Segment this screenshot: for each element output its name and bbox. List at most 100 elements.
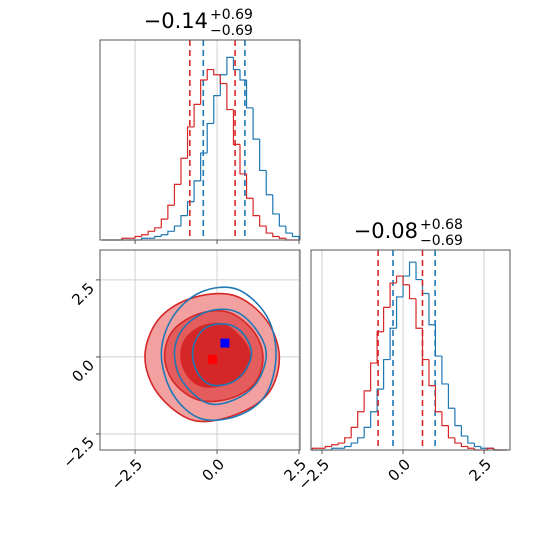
histogram-step (186, 126, 195, 159)
histogram-step (441, 356, 449, 385)
histogram-step (206, 68, 214, 80)
histogram-step (357, 411, 365, 428)
histogram-step (154, 235, 162, 239)
y-tick-label: −2.5 (60, 433, 98, 471)
histogram-step (193, 103, 201, 127)
histogram-step (441, 411, 449, 427)
histogram-step (389, 327, 397, 360)
histogram-step (402, 276, 410, 286)
histogram-step (232, 109, 240, 145)
panel: −2.5 0.0 2.5−0.08 +0.68−0.69 (295, 217, 511, 494)
histogram-step (200, 152, 208, 181)
histogram-step (186, 201, 195, 216)
histogram-step (370, 411, 378, 428)
panel-background (311, 250, 510, 450)
histogram-step (415, 298, 423, 329)
histogram-step (344, 445, 352, 449)
panel-background (100, 40, 300, 240)
histogram-step (160, 234, 168, 237)
histogram-step (389, 282, 397, 308)
y-tick-label: 2.5 (68, 279, 98, 309)
histogram-step (428, 293, 436, 326)
histogram-step (206, 122, 214, 154)
histogram-step (245, 80, 254, 109)
histogram-step (382, 306, 391, 332)
contour (173, 308, 268, 406)
panel-title-sup: +0.69 (210, 7, 253, 23)
histogram-step (219, 74, 227, 85)
histogram-step (376, 388, 384, 412)
histogram-step (454, 437, 462, 444)
panel-title-sub: −0.69 (420, 233, 463, 249)
histogram-step (460, 425, 468, 437)
histogram-step (259, 215, 267, 227)
panel: −0.14 +0.69−0.69 (99, 7, 301, 244)
histogram-step (193, 180, 201, 202)
histogram-step (219, 74, 227, 96)
histogram-step (272, 194, 280, 215)
histogram-step (252, 198, 260, 217)
histogram-step (376, 331, 384, 364)
histogram-step (311, 447, 319, 450)
histogram-step (408, 261, 417, 277)
histogram-step (180, 157, 188, 185)
histogram-step (395, 296, 404, 329)
histogram-step (239, 144, 247, 175)
histogram-step (421, 328, 429, 361)
histogram-step (467, 446, 475, 449)
y-tick-label: 0.0 (68, 356, 98, 386)
histogram-step (324, 445, 332, 449)
histogram-step (331, 447, 339, 450)
histogram-step (486, 447, 494, 450)
contours (144, 286, 281, 423)
histogram-step (357, 437, 365, 444)
histogram-step (226, 83, 234, 111)
x-tick-label: 0.0 (198, 455, 228, 485)
histogram-step (173, 225, 181, 232)
histogram-step (141, 237, 149, 240)
histogram-step (252, 107, 260, 140)
histogram-step (141, 234, 149, 237)
panel-title: −0.14 (144, 9, 208, 33)
histogram-step (278, 236, 286, 239)
histogram-step (473, 443, 481, 448)
marker (220, 338, 230, 348)
histogram-step (134, 235, 142, 239)
marker (207, 354, 217, 364)
panel-frame (99, 39, 301, 241)
panel: −2.5 0.0 2.5−2.50.02.5 (60, 249, 310, 494)
contour (160, 286, 277, 422)
histogram-step (154, 227, 162, 232)
histogram-step (160, 218, 168, 228)
histogram-step (167, 230, 175, 235)
histogram-step (213, 69, 221, 76)
histogram-step (245, 173, 254, 199)
histogram-step (337, 442, 345, 445)
histogram-step (454, 408, 462, 427)
histogram-step (265, 226, 273, 234)
histogram-step (344, 437, 352, 444)
histogram-step (285, 226, 293, 234)
panel-title-sub: −0.69 (210, 23, 253, 39)
histogram-step (460, 443, 468, 448)
panel-frame (310, 249, 511, 451)
panel-title: −0.08 (354, 219, 418, 243)
x-tick-label: 0.0 (384, 455, 414, 485)
histogram-step (428, 359, 436, 387)
histogram-step (180, 215, 188, 227)
histogram-step (363, 390, 371, 412)
histogram-step (408, 284, 417, 300)
histogram-step (167, 204, 175, 220)
histogram-step (259, 139, 267, 172)
panel-frame (99, 249, 301, 451)
x-tick-label: −2.5 (108, 455, 146, 493)
histogram-step (363, 426, 371, 438)
histogram-step (173, 183, 181, 206)
panel-title-sup: +0.68 (420, 217, 463, 233)
histogram-step (395, 275, 404, 284)
histogram-step (121, 237, 129, 240)
histogram-step (382, 358, 391, 390)
histogram-step (278, 213, 286, 227)
histogram-step (272, 233, 280, 238)
